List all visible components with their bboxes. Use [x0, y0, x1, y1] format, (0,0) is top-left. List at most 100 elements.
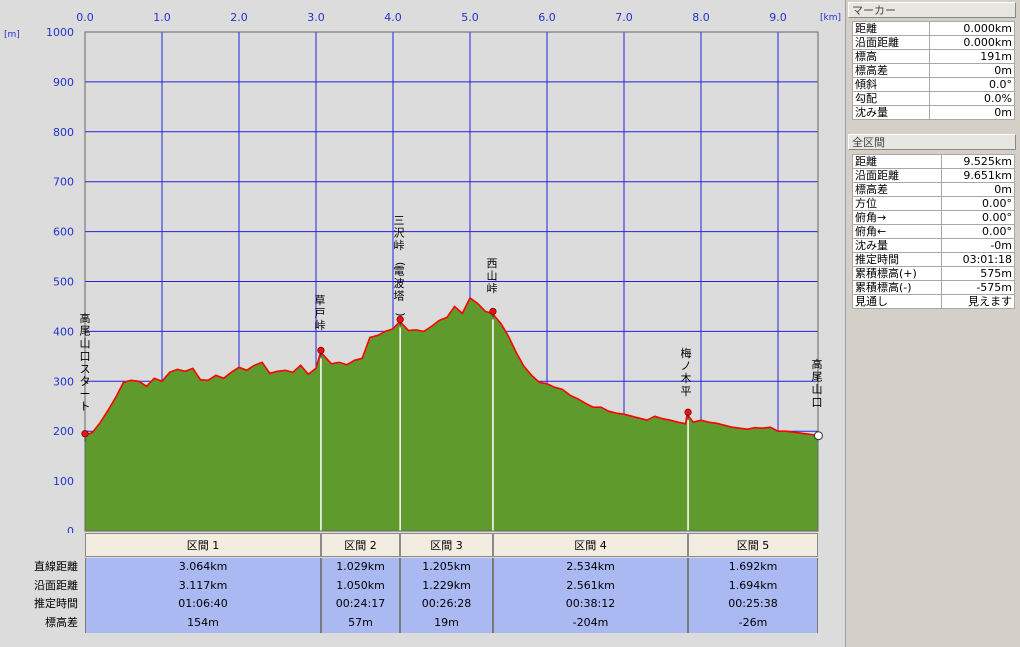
section-body [688, 558, 818, 633]
total-row-label: 俯角← [851, 224, 943, 239]
y-tick-label: 800 [53, 126, 74, 139]
waypoint-marker[interactable] [81, 430, 89, 438]
x-tick-label: 9.0 [769, 11, 787, 24]
marker-row: 沿面距離 0.000km [851, 35, 1015, 50]
total-row-value: 0.00° [941, 210, 1015, 225]
total-row: 沿面距離 9.651km [851, 168, 1015, 183]
elevation-chart[interactable]: 0 100 200 300 400 500 600 700 800 900 1000 0.0 1.0 2.… [0, 0, 845, 647]
waypoint-label: 三沢峠(電波塔) [394, 214, 407, 316]
elevation-line [84, 296, 819, 437]
section-header[interactable]: 区間 1 [85, 533, 321, 557]
total-row: 推定時間 03:01:18 [851, 252, 1015, 267]
marker-row: 勾配 0.0% [851, 91, 1015, 106]
total-row-label: 沈み量 [851, 238, 943, 253]
section-table: 直線距離 沿面距離 推定時間 標高差 区間 1 3.064km 3.117km 01:06:4… [0, 533, 845, 647]
section-header[interactable]: 区間 5 [688, 533, 818, 557]
section-elevation-diff: 57m [348, 615, 373, 629]
total-row-label: 俯角→ [851, 210, 943, 225]
section-body [321, 558, 400, 633]
y-tick-label: 400 [53, 325, 74, 338]
marker-row-label: 距離 [851, 21, 931, 36]
section-estimated-time: 00:26:28 [421, 597, 472, 610]
section-header[interactable]: 区間 3 [400, 533, 493, 557]
marker-row: 沈み量 0m [851, 105, 1015, 120]
total-row-label: 沿面距離 [851, 168, 943, 183]
section-row-label: 推定時間 [34, 597, 78, 610]
total-row-value: -0m [941, 238, 1015, 253]
marker-row: 距離 0.000km [851, 21, 1015, 36]
section-body [85, 558, 321, 633]
waypoint-marker[interactable] [813, 431, 823, 441]
y-tick-label: 1000 [46, 26, 74, 39]
marker-row-value: 0.000km [929, 35, 1015, 50]
section-elevation-diff: 19m [434, 615, 459, 629]
section-straight-distance: 1.692km [728, 560, 778, 573]
total-row-label: 累積標高(+) [851, 266, 943, 281]
total-row-label: 見通し [851, 294, 943, 309]
waypoint-label: 高尾山口スタート [80, 311, 91, 413]
x-tick-label: 6.0 [538, 11, 556, 24]
section-surface-distance: 1.694km [728, 578, 778, 592]
waypoint-label: 梅ノ木平 [681, 346, 692, 398]
section-straight-distance: 1.029km [336, 560, 385, 573]
waypoint-marker[interactable] [684, 408, 692, 416]
total-row: 累積標高(+) 575m [851, 266, 1015, 281]
section-body [400, 558, 493, 633]
y-tick-label: 900 [53, 76, 74, 89]
section-body [493, 558, 688, 633]
marker-row-value: 0m [929, 63, 1015, 78]
x-tick-label: 5.0 [461, 11, 479, 24]
total-row-value: 0.00° [941, 224, 1015, 239]
section-surface-distance: 2.561km [566, 578, 615, 592]
marker-row: 傾斜 0.0° [851, 77, 1015, 92]
waypoint-label: 高尾山口 [812, 357, 823, 409]
total-info-table: 距離 9.525km 沿面距離 9.651km 標高差 0m 方位 0.00° 俯角→ 0.00°… [851, 154, 1015, 309]
waypoint-marker[interactable] [489, 307, 497, 316]
total-row: 距離 9.525km [851, 154, 1015, 169]
marker-row-label: 沿面距離 [851, 35, 931, 50]
total-row-value: -575m [941, 280, 1015, 295]
marker-info-table: 距離 0.000km 沿面距離 0.000km 標高 191m 標高差 0m 傾斜 0.0° 勾配 0… [851, 21, 1015, 120]
total-row-value: 見えます [941, 294, 1015, 309]
section-straight-distance: 3.064km [178, 560, 228, 573]
total-row: 沈み量 -0m [851, 238, 1015, 253]
x-axis-unit: [km] [820, 13, 841, 23]
total-panel-header: 全区間 [848, 134, 1016, 150]
total-row: 見通し 見えます [851, 294, 1015, 309]
marker-row-value: 0m [929, 105, 1015, 120]
total-row-label: 累積標高(-) [851, 280, 943, 295]
section-surface-distance: 1.050km [336, 578, 385, 592]
marker-row: 標高 191m [851, 49, 1015, 64]
plot-border [84, 31, 819, 532]
section-estimated-time: 00:24:17 [335, 597, 386, 610]
total-row-value: 0m [941, 182, 1015, 197]
section-elevation-diff: -204m [572, 615, 609, 629]
total-row-label: 距離 [851, 154, 943, 169]
section-header[interactable]: 区間 4 [493, 533, 688, 557]
total-row-value: 9.525km [941, 154, 1015, 169]
total-row-label: 標高差 [851, 182, 943, 197]
total-row-value: 575m [941, 266, 1015, 281]
section-row-label: 直線距離 [34, 560, 78, 573]
total-row-label: 推定時間 [851, 252, 943, 267]
total-row: 方位 0.00° [851, 196, 1015, 211]
total-row-value: 03:01:18 [941, 252, 1015, 267]
marker-row-label: 標高 [851, 49, 931, 64]
marker-row-value: 0.0% [929, 91, 1015, 106]
marker-row-label: 標高差 [851, 63, 931, 78]
section-elevation-diff: 154m [187, 615, 219, 629]
waypoint-marker[interactable] [317, 346, 325, 354]
waypoint-label: 草戸峠 [315, 294, 326, 332]
marker-row-label: 沈み量 [851, 105, 931, 120]
x-tick-label: 2.0 [230, 11, 248, 24]
total-row: 俯角→ 0.00° [851, 210, 1015, 225]
marker-row-value: 0.000km [929, 21, 1015, 36]
y-tick-label: 600 [53, 226, 74, 239]
section-header[interactable]: 区間 2 [321, 533, 400, 557]
info-panel: マーカー 距離 0.000km 沿面距離 0.000km 標高 191m 標高差 0m 傾斜 0.… [845, 0, 1020, 647]
waypoint-marker[interactable] [396, 315, 404, 324]
section-estimated-time: 00:38:12 [565, 597, 616, 610]
marker-row-label: 勾配 [851, 91, 931, 106]
y-tick-label: 100 [53, 475, 74, 488]
